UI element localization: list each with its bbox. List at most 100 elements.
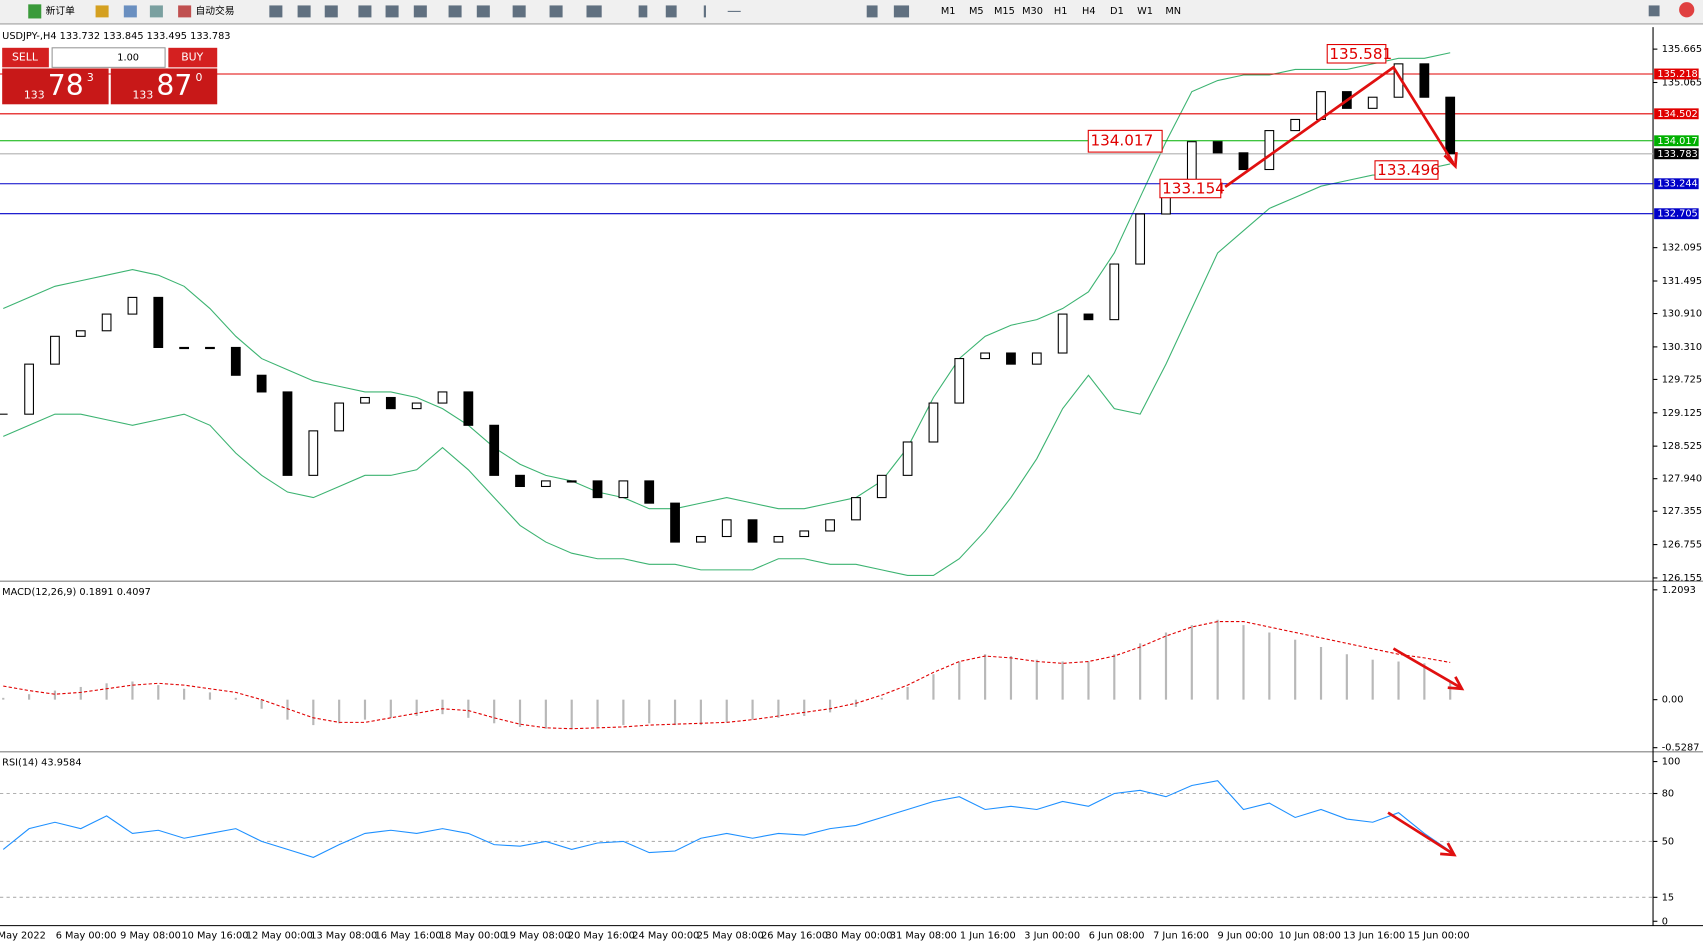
candle [1290, 118, 1301, 132]
candle [1161, 196, 1171, 215]
trade-panel: SELL 1.00 BUY 133 78 3 133 87 0 [2, 47, 218, 105]
y-tick-label: 129.725 [1662, 374, 1702, 385]
time-label: 9 May 08:00 [120, 930, 181, 941]
icon[interactable] [512, 5, 526, 18]
candle [360, 396, 370, 404]
candle [205, 346, 215, 350]
time-label: 12 May 00:00 [246, 930, 313, 941]
price-level-label: 134.502 [1657, 109, 1697, 120]
timeframe-button[interactable]: M30 [1022, 6, 1043, 17]
candle [101, 313, 112, 332]
candle [1057, 313, 1068, 354]
candle [24, 363, 34, 415]
sell-label: SELL [12, 51, 38, 64]
time-label: 25 May 08:00 [697, 930, 764, 941]
icon[interactable] [413, 5, 427, 18]
price-level-label: 135.218 [1657, 69, 1697, 80]
trend-arrows [1224, 65, 1465, 857]
icon[interactable] [358, 5, 372, 18]
lot-input[interactable] [51, 47, 166, 68]
icon[interactable] [149, 5, 163, 18]
icon[interactable] [476, 5, 490, 18]
icon[interactable] [297, 5, 311, 18]
icon[interactable] [269, 5, 283, 18]
candle [721, 519, 732, 538]
candle [1109, 263, 1120, 321]
candle [773, 535, 784, 543]
candle [644, 480, 655, 504]
timeframe-button[interactable]: H4 [1082, 6, 1096, 17]
search-icon[interactable] [1648, 5, 1660, 17]
annotation-box [1087, 129, 1163, 153]
candle [980, 352, 990, 360]
y-tick-label: 131.495 [1662, 276, 1702, 287]
candle [308, 430, 319, 476]
candle [1445, 96, 1456, 155]
timeframe-button[interactable]: H1 [1054, 6, 1068, 17]
y-tick-label: 0 [1662, 916, 1668, 927]
annotation-box [1159, 178, 1222, 199]
candle [1264, 130, 1275, 171]
time-label: 19 May 08:00 [503, 930, 570, 941]
icon[interactable] [893, 5, 910, 18]
sell-button[interactable] [2, 47, 49, 68]
timeframe-button[interactable]: M15 [994, 6, 1015, 17]
candle [437, 391, 448, 404]
icon[interactable] [665, 5, 677, 18]
candle [50, 335, 60, 365]
annotation: 133.154 [1162, 180, 1225, 198]
y-tick-label: 129.125 [1662, 408, 1702, 419]
candle [179, 346, 190, 350]
lot-value: 1.00 [117, 53, 139, 64]
price-level-box [1654, 108, 1699, 120]
time-label: 31 May 08:00 [890, 930, 957, 941]
candle [1212, 141, 1223, 154]
buy-button[interactable] [168, 47, 218, 68]
candle [463, 391, 474, 426]
time-label: 9 Jun 00:00 [1218, 930, 1274, 941]
y-tick-label: 127.940 [1662, 474, 1702, 485]
price-level-label: 133.783 [1657, 149, 1697, 160]
icon[interactable] [703, 5, 706, 18]
icon[interactable] [324, 5, 338, 18]
timeframe-button[interactable]: W1 [1137, 6, 1153, 17]
icon[interactable] [385, 5, 399, 18]
time-label: 20 May 16:00 [568, 930, 635, 941]
new-order-button[interactable]: 新订单 [46, 4, 76, 17]
y-tick-label: 132.095 [1662, 243, 1702, 254]
buy-label: BUY [181, 51, 203, 64]
y-tick-label: 135.065 [1662, 77, 1702, 88]
timeframe-button[interactable]: MN [1165, 6, 1181, 17]
icon[interactable] [549, 5, 563, 18]
y-tick-label: 100 [1662, 757, 1681, 768]
time-label: 13 Jun 16:00 [1343, 930, 1405, 941]
time-label: 1 Jun 16:00 [960, 930, 1016, 941]
candle [825, 519, 835, 532]
timeframe-button[interactable]: D1 [1110, 6, 1124, 17]
annotation-box [1374, 160, 1439, 180]
icon[interactable] [638, 5, 648, 18]
candle [799, 530, 810, 538]
icon[interactable] [448, 5, 462, 18]
buy-price-box[interactable] [110, 68, 218, 105]
y-tick-label: -0.5287 [1662, 743, 1700, 754]
timeframe-button[interactable]: M1 [941, 6, 956, 17]
icon[interactable] [123, 5, 137, 18]
line [3, 163, 1451, 576]
icon[interactable] [586, 5, 602, 18]
icon[interactable] [866, 5, 878, 18]
auto-trading-icon[interactable] [178, 5, 192, 18]
icon[interactable] [95, 5, 109, 18]
line [2, 780, 1451, 858]
notification-icon[interactable] [1679, 2, 1695, 18]
icon[interactable] [727, 10, 741, 12]
auto-trading-button[interactable]: 自动交易 [195, 4, 234, 17]
sell-price-box[interactable] [2, 68, 109, 105]
price-level-box [1654, 148, 1699, 160]
candle [1031, 352, 1042, 365]
timeframe-button[interactable]: M5 [969, 6, 984, 17]
new-order-icon[interactable] [28, 4, 42, 19]
candle [747, 519, 758, 543]
candle [902, 441, 913, 476]
